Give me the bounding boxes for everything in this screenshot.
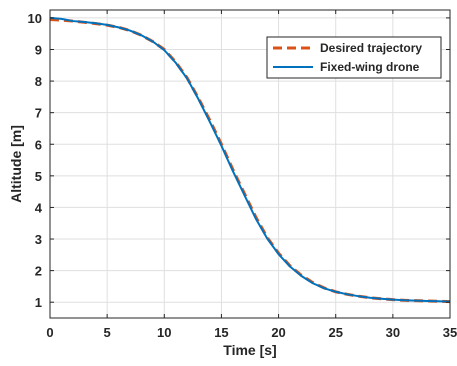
x-tick-label: 20: [271, 325, 285, 340]
ticks: [49, 10, 451, 318]
y-tick-label: 4: [35, 200, 43, 215]
legend-label-fixed-wing-drone: Fixed-wing drone: [320, 60, 420, 74]
series-line-fixed-wing-drone: [49, 16, 451, 303]
x-tick-label: 30: [386, 325, 400, 340]
legend-label-desired-trajectory: Desired trajectory: [320, 41, 422, 55]
series-layer: [49, 16, 451, 304]
y-tick-label: 2: [35, 264, 42, 279]
legend-box: [266, 36, 442, 79]
x-tick-label: 10: [157, 325, 171, 340]
y-tick-label: 8: [35, 74, 42, 89]
plot-frame: [49, 9, 451, 319]
x-tick-label: 35: [443, 325, 457, 340]
y-tick-label: 10: [28, 11, 42, 26]
x-tick-label: 0: [46, 325, 53, 340]
y-tick-label: 7: [35, 106, 42, 121]
y-tick-label: 9: [35, 42, 42, 57]
y-tick-label: 6: [35, 137, 42, 152]
y-tick-label: 3: [35, 232, 42, 247]
x-tick-label: 5: [104, 325, 111, 340]
y-axis-label: Altitude [m]: [8, 125, 24, 203]
y-tick-label: 5: [35, 169, 42, 184]
x-tick-label: 15: [214, 325, 228, 340]
tick-labels: 0 5 10 15 20 25 30 35 1 2 3 4 5 6 7 8 9 10: [28, 11, 457, 340]
y-tick-label: 1: [35, 295, 42, 310]
x-axis-label: Time [s]: [223, 342, 276, 358]
x-tick-label: 25: [328, 325, 342, 340]
legend: Desired trajectory Fixed-wing drone: [266, 36, 442, 79]
